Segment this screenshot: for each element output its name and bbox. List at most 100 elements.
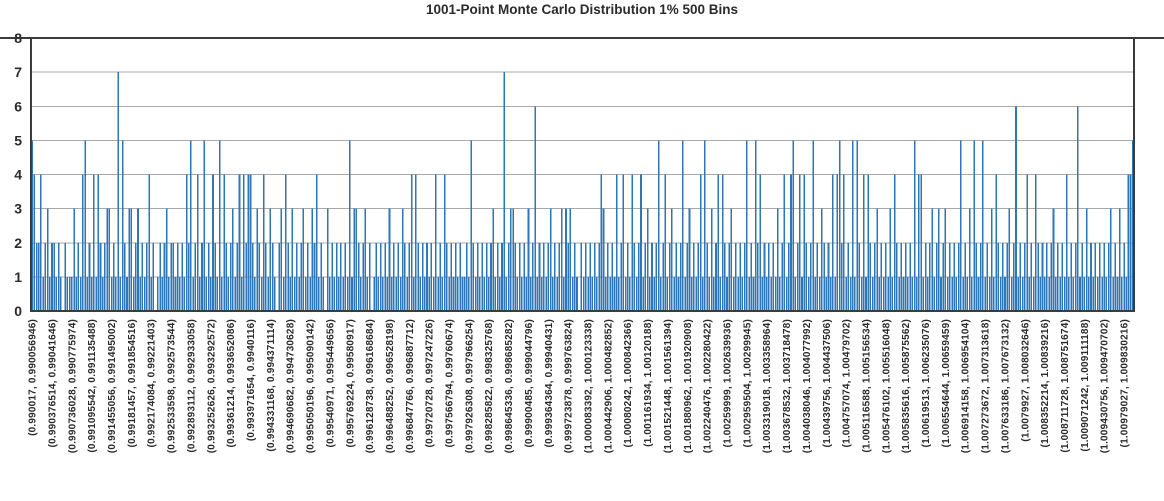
histogram-bar bbox=[207, 242, 210, 311]
histogram-bar bbox=[776, 208, 779, 312]
histogram-bar bbox=[236, 242, 239, 311]
histogram-bar bbox=[662, 242, 664, 311]
histogram-bar bbox=[435, 174, 437, 311]
histogram-bar bbox=[750, 242, 753, 311]
histogram-bar bbox=[1125, 276, 1128, 312]
histogram-bar bbox=[1072, 276, 1075, 312]
histogram-bar bbox=[340, 242, 342, 311]
histogram-bar bbox=[159, 242, 161, 311]
histogram-bar bbox=[613, 276, 616, 312]
histogram-bar bbox=[633, 242, 636, 311]
histogram-bar bbox=[865, 276, 867, 312]
histogram-bar bbox=[686, 242, 689, 311]
histogram-bar bbox=[560, 208, 563, 312]
histogram-bar bbox=[432, 276, 435, 312]
histogram-bar bbox=[730, 208, 733, 312]
histogram-bar bbox=[465, 242, 468, 311]
histogram-bar bbox=[1010, 276, 1013, 312]
y-tick-label: 1 bbox=[14, 269, 22, 285]
histogram-bar bbox=[529, 276, 532, 312]
histogram-bar bbox=[624, 276, 627, 312]
histogram-bar bbox=[1006, 242, 1008, 311]
histogram-bar bbox=[1004, 276, 1006, 312]
histogram-bar bbox=[688, 208, 691, 312]
histogram-bar bbox=[368, 242, 371, 311]
histogram-bar bbox=[801, 276, 803, 312]
x-tick-label: (1.006914158, 1.006954104) bbox=[961, 319, 972, 453]
x-tick-label: (0.99900485, 0.999044796) bbox=[524, 319, 535, 447]
histogram-bar bbox=[84, 140, 86, 312]
x-tick-label: (0.994690682, 0.994730628) bbox=[286, 319, 297, 453]
histogram-bar bbox=[803, 174, 805, 311]
histogram-bar bbox=[752, 276, 755, 312]
histogram-bar bbox=[891, 276, 894, 312]
histogram-bar bbox=[287, 242, 289, 311]
histogram-bar bbox=[163, 242, 166, 311]
histogram-bar bbox=[165, 208, 168, 312]
histogram-bar bbox=[481, 242, 483, 311]
histogram-bar bbox=[615, 174, 618, 311]
x-tick-label: (0.995050196, 0.995090142) bbox=[306, 319, 317, 453]
histogram-bar bbox=[485, 242, 488, 311]
x-tick-label: (1.005835616, 1.005875562) bbox=[901, 319, 912, 453]
histogram-bar bbox=[735, 242, 737, 311]
histogram-bar bbox=[918, 174, 920, 311]
histogram-bar bbox=[944, 208, 947, 312]
histogram-bar bbox=[258, 242, 261, 311]
x-tick-label: (1.008352214, 1.00839216) bbox=[1040, 319, 1051, 447]
histogram-bar bbox=[924, 242, 927, 311]
histogram-bar bbox=[832, 174, 834, 311]
histogram-bar bbox=[1024, 242, 1026, 311]
histogram-bar bbox=[717, 174, 719, 311]
histogram-bar bbox=[35, 242, 38, 311]
histogram-bar bbox=[1083, 276, 1086, 312]
histogram-bar bbox=[860, 276, 863, 312]
histogram-bar bbox=[421, 242, 424, 311]
histogram-bar bbox=[902, 276, 905, 312]
histogram-bar bbox=[507, 242, 510, 311]
histogram-bar bbox=[847, 242, 850, 311]
histogram-bar bbox=[212, 174, 214, 311]
histogram-bar bbox=[878, 276, 880, 312]
histogram-bar bbox=[412, 276, 415, 312]
histogram-bar bbox=[505, 276, 508, 312]
histogram-bar bbox=[483, 276, 486, 312]
x-tick-label: (1.00619513, 1.006235076) bbox=[921, 319, 932, 447]
histogram-bar bbox=[124, 242, 126, 311]
histogram-bar bbox=[353, 208, 355, 312]
histogram-bar bbox=[1037, 242, 1039, 311]
histogram-bar bbox=[1021, 276, 1024, 312]
histogram-bar bbox=[600, 174, 603, 311]
histogram-bar bbox=[256, 208, 258, 312]
histogram-bar bbox=[302, 208, 305, 312]
histogram-bar bbox=[492, 208, 494, 312]
histogram-bar bbox=[1063, 276, 1066, 312]
histogram-bar bbox=[393, 242, 395, 311]
histogram-bar bbox=[1013, 242, 1015, 311]
histogram-bar bbox=[942, 242, 944, 311]
histogram-bar bbox=[783, 174, 786, 311]
histogram-bar bbox=[452, 276, 455, 312]
histogram-bar bbox=[622, 174, 625, 311]
histogram-bar bbox=[265, 242, 267, 311]
histogram-bar bbox=[521, 276, 523, 312]
histogram-bar bbox=[938, 208, 940, 312]
histogram-bar bbox=[60, 276, 62, 312]
histogram-bar bbox=[57, 242, 60, 311]
x-tick-label: (0.997566794, 0.99760674) bbox=[445, 319, 456, 447]
histogram-bar bbox=[384, 242, 386, 311]
histogram-bar bbox=[73, 208, 75, 312]
histogram-bar bbox=[838, 140, 841, 312]
histogram-bar bbox=[157, 276, 159, 312]
histogram-bar bbox=[763, 242, 766, 311]
histogram-bar bbox=[395, 276, 397, 312]
histogram-bar bbox=[695, 276, 697, 312]
histogram-bar bbox=[748, 276, 750, 312]
histogram-bar bbox=[547, 242, 550, 311]
histogram-bar bbox=[408, 242, 411, 311]
histogram-bar bbox=[574, 242, 576, 311]
histogram-bar bbox=[920, 174, 922, 311]
histogram-bar bbox=[556, 276, 558, 312]
histogram-bar bbox=[589, 242, 592, 311]
x-tick-label: (1.002240476, 1.002280422) bbox=[703, 319, 714, 453]
